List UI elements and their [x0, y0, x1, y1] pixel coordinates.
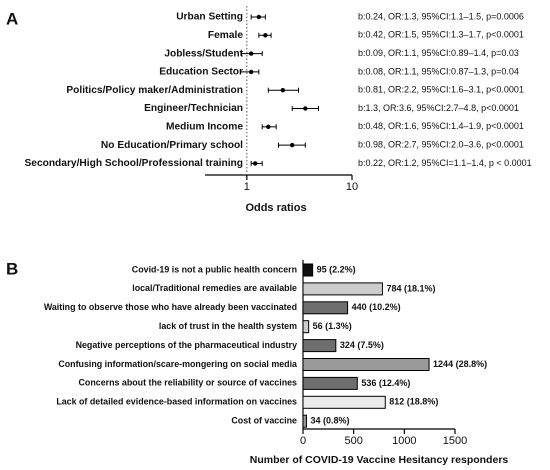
- x-tick-label: 1: [244, 181, 250, 193]
- value-label: 34 (0.8%): [310, 416, 349, 426]
- annotation: b:0.98, OR:2.7, 95%CI:2.0–3.6, p<0.0001: [358, 139, 524, 149]
- odds-ratio-point: [290, 142, 295, 148]
- annotation: b:0.24, OR:1.3, 95%CI:1.1–1.5, p=0.0006: [358, 11, 524, 21]
- x-tick-label: 1000: [392, 435, 416, 447]
- bar: [302, 320, 310, 334]
- x-tick-label: 10: [346, 181, 358, 193]
- panel-label: A: [6, 9, 18, 28]
- value-label: 324 (7.5%): [340, 340, 384, 350]
- odds-ratio-point: [263, 33, 268, 38]
- odds-ratio-point: [280, 88, 286, 93]
- value-label: 56 (1.3%): [313, 321, 352, 331]
- x-tick-label: 1500: [443, 435, 467, 447]
- odds-ratio-point: [256, 14, 262, 20]
- value-label: 1244 (28.8%): [433, 359, 487, 369]
- category-label: Covid-19 is not a public health concern: [132, 264, 297, 274]
- annotation: b:0.48, OR:1.6, 95%CI:1.4–1.9, p<0.0001: [358, 121, 524, 131]
- bar: [302, 339, 337, 353]
- annotation: b:0.09, OR:1.1, 95%CI:0.89–1.4, p=0.03: [358, 48, 519, 58]
- row-label: Female: [208, 30, 243, 41]
- category-label: lack of trust in the health system: [159, 321, 297, 331]
- x-tick-label: 0: [300, 435, 306, 447]
- row-label: Secondary/High School/Professional train…: [24, 158, 243, 169]
- bar: [302, 263, 314, 277]
- bar: [302, 282, 383, 296]
- annotation: b:0.42, OR:1.5, 95%CI:1.3–1.7, p<0.0001: [358, 30, 524, 40]
- value-label: 784 (18.1%): [386, 283, 435, 293]
- category-label: Cost of vaccine: [231, 416, 297, 426]
- value-label: 812 (18.8%): [389, 397, 438, 407]
- odds-ratio-point: [248, 51, 254, 56]
- odds-ratio-point: [252, 161, 258, 166]
- annotation: b:0.22, OR:1.2, 95%CI=1.1–1.4, p < 0.000…: [358, 158, 532, 168]
- category-label: Confusing information/scare-mongering on…: [58, 359, 297, 369]
- annotation: b:0.08, OR:1.1, 95%CI:0.87–1.3, p=0.04: [358, 66, 519, 76]
- bar: [302, 414, 307, 428]
- row-label: Jobless/Student: [164, 48, 243, 59]
- row-label: Engineer/Technician: [144, 103, 243, 114]
- x-axis-label: Number of COVID-19 Vaccine Hesitancy res…: [250, 454, 509, 466]
- panel-label: B: [6, 259, 18, 278]
- row-label: Urban Setting: [176, 12, 243, 23]
- odds-ratio-point: [303, 106, 308, 111]
- category-label: local/Traditional remedies are available: [132, 283, 297, 293]
- annotation: b:0.81, OR:2.2, 95%CI:1.6–3.1, p<0.0001: [358, 85, 524, 95]
- odds-ratio-point: [248, 69, 254, 75]
- category-label: Lack of detailed evidence-based informat…: [56, 397, 297, 407]
- category-label: Negative perceptions of the pharmaceutic…: [76, 340, 298, 350]
- value-label: 95 (2.2%): [317, 264, 356, 274]
- category-label: Concerns about the reliability or source…: [79, 378, 298, 388]
- bar: [302, 395, 386, 409]
- x-tick-label: 500: [344, 435, 362, 447]
- value-label: 536 (12.4%): [361, 378, 410, 388]
- row-label: Education Sector: [159, 67, 243, 78]
- annotation: b:1.3, OR:3.6, 95%CI:2.7–4.8, p<0.0001: [358, 103, 519, 113]
- value-label: 440 (10.2%): [352, 302, 401, 312]
- bar: [302, 376, 358, 390]
- bar: [302, 301, 349, 315]
- odds-ratio-point: [266, 124, 271, 129]
- row-label: No Education/Primary school: [101, 140, 243, 151]
- x-axis-label: Odds ratios: [245, 202, 306, 214]
- row-label: Medium Income: [166, 121, 243, 132]
- row-label: Politics/Policy maker/Administration: [66, 85, 243, 96]
- category-label: Waiting to observe those who have alread…: [44, 302, 297, 312]
- bar: [302, 358, 430, 371]
